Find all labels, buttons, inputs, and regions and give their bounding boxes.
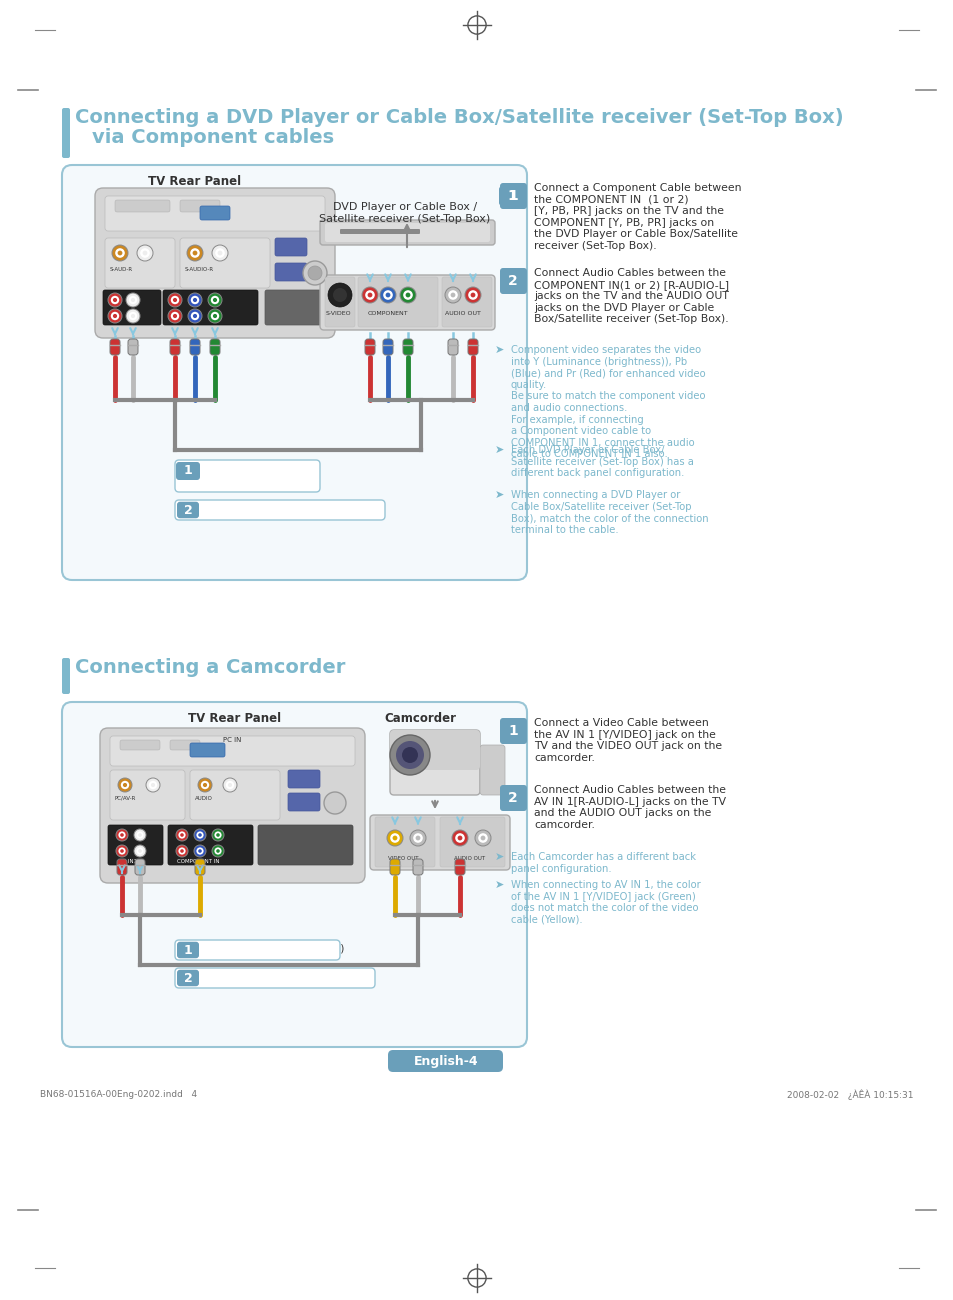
Text: Connect Audio Cables between the
COMPONENT IN(1 or 2) [R-AUDIO-L]
jacks on the T: Connect Audio Cables between the COMPONE…: [534, 268, 728, 325]
Circle shape: [390, 833, 399, 842]
Text: 2: 2: [508, 790, 517, 805]
FancyBboxPatch shape: [115, 200, 170, 212]
FancyBboxPatch shape: [194, 859, 205, 875]
Circle shape: [212, 829, 224, 841]
FancyBboxPatch shape: [174, 968, 375, 988]
Circle shape: [213, 313, 217, 318]
Text: COMPONENT IN: COMPONENT IN: [176, 859, 219, 865]
FancyBboxPatch shape: [390, 731, 479, 770]
Text: 1: 1: [183, 464, 193, 477]
Text: 1: 1: [508, 188, 517, 203]
FancyBboxPatch shape: [103, 290, 161, 325]
Circle shape: [405, 292, 410, 298]
Text: ➤: ➤: [495, 852, 504, 862]
Circle shape: [178, 848, 186, 854]
Text: S-VIDEO: S-VIDEO: [325, 311, 351, 316]
FancyBboxPatch shape: [499, 183, 526, 209]
Circle shape: [116, 829, 128, 841]
Circle shape: [193, 251, 197, 255]
Circle shape: [117, 251, 122, 255]
Circle shape: [112, 244, 128, 261]
Circle shape: [193, 298, 197, 302]
FancyBboxPatch shape: [319, 276, 495, 330]
FancyBboxPatch shape: [174, 460, 319, 491]
FancyBboxPatch shape: [468, 339, 477, 355]
Circle shape: [118, 832, 126, 838]
FancyBboxPatch shape: [257, 826, 353, 864]
FancyBboxPatch shape: [95, 188, 335, 338]
FancyBboxPatch shape: [382, 339, 393, 355]
Circle shape: [137, 244, 152, 261]
Circle shape: [175, 829, 188, 841]
Circle shape: [198, 849, 202, 853]
Text: Audio Cable (Not supplied): Audio Cable (Not supplied): [205, 972, 345, 982]
Circle shape: [187, 244, 203, 261]
Text: 1: 1: [507, 188, 517, 203]
FancyBboxPatch shape: [180, 238, 270, 289]
Circle shape: [129, 296, 137, 304]
Circle shape: [324, 792, 346, 814]
FancyBboxPatch shape: [128, 339, 138, 355]
FancyBboxPatch shape: [105, 196, 325, 231]
Circle shape: [470, 292, 475, 298]
Circle shape: [120, 849, 124, 853]
FancyBboxPatch shape: [190, 339, 200, 355]
Circle shape: [112, 298, 117, 302]
Text: Connecting a Camcorder: Connecting a Camcorder: [75, 658, 345, 677]
Circle shape: [136, 848, 144, 854]
Circle shape: [367, 292, 372, 298]
FancyBboxPatch shape: [177, 502, 199, 519]
FancyBboxPatch shape: [479, 745, 504, 796]
Text: COMPONENT: COMPONENT: [367, 311, 408, 316]
Text: Video Cable (Not supplied): Video Cable (Not supplied): [205, 944, 344, 954]
Circle shape: [383, 290, 393, 300]
Circle shape: [188, 292, 202, 307]
Circle shape: [116, 845, 128, 857]
Circle shape: [413, 833, 422, 842]
Circle shape: [328, 283, 352, 307]
Text: ➤: ➤: [495, 344, 504, 355]
Text: AUDIO OUT: AUDIO OUT: [445, 311, 480, 316]
Text: AUDIO: AUDIO: [194, 796, 213, 801]
Circle shape: [108, 292, 122, 307]
Circle shape: [138, 849, 142, 853]
Text: Connect a Component Cable between
the COMPONENT IN  (1 or 2)
[Y, PB, PR] jacks o: Connect a Component Cable between the CO…: [534, 183, 740, 251]
Text: Component video separates the video
into Y (Luminance (brightness)), Pb
(Blue) a: Component video separates the video into…: [511, 344, 705, 459]
Circle shape: [172, 298, 177, 302]
Circle shape: [213, 298, 217, 302]
Circle shape: [212, 244, 228, 261]
FancyBboxPatch shape: [170, 740, 200, 750]
FancyBboxPatch shape: [62, 165, 526, 580]
FancyBboxPatch shape: [110, 770, 185, 820]
FancyBboxPatch shape: [265, 290, 325, 325]
Circle shape: [151, 783, 155, 786]
FancyBboxPatch shape: [339, 229, 419, 234]
Circle shape: [361, 287, 377, 303]
Circle shape: [308, 266, 322, 280]
FancyBboxPatch shape: [325, 277, 355, 328]
FancyBboxPatch shape: [441, 277, 492, 328]
FancyBboxPatch shape: [177, 941, 199, 958]
FancyBboxPatch shape: [170, 339, 180, 355]
Text: Connect a Video Cable between
the AV IN 1 [Y/VIDEO] jack on the
TV and the VIDEO: Connect a Video Cable between the AV IN …: [534, 718, 721, 763]
Circle shape: [131, 298, 135, 302]
Circle shape: [140, 248, 150, 257]
FancyBboxPatch shape: [390, 859, 399, 875]
FancyBboxPatch shape: [117, 859, 127, 875]
Circle shape: [138, 833, 142, 837]
Circle shape: [118, 848, 126, 854]
FancyBboxPatch shape: [388, 1050, 502, 1072]
FancyBboxPatch shape: [210, 339, 220, 355]
Circle shape: [480, 836, 485, 840]
Circle shape: [196, 832, 203, 838]
Circle shape: [226, 781, 233, 789]
Circle shape: [303, 261, 327, 285]
Circle shape: [401, 747, 417, 763]
Text: 2: 2: [183, 503, 193, 516]
FancyBboxPatch shape: [499, 785, 526, 811]
Text: AV IN1: AV IN1: [119, 859, 137, 865]
Circle shape: [403, 290, 413, 300]
FancyBboxPatch shape: [274, 238, 307, 256]
FancyBboxPatch shape: [439, 816, 504, 867]
Circle shape: [118, 777, 132, 792]
